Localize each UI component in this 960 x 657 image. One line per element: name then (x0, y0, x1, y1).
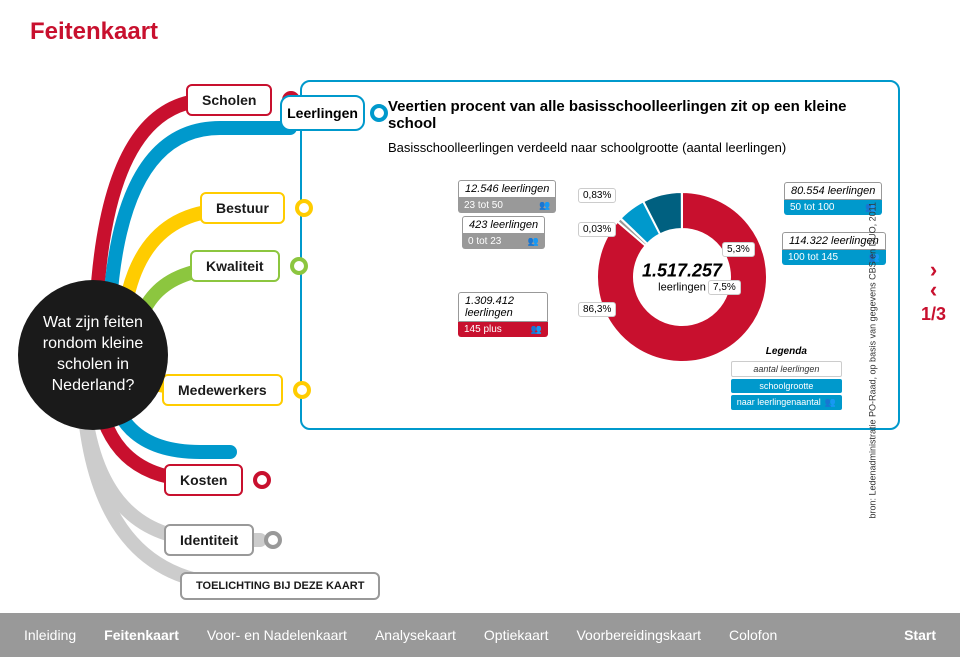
card-subtitle: Basisschoolleerlingen verdeeld naar scho… (388, 140, 882, 155)
card-title: Veertien procent van alle basisschoollee… (388, 98, 882, 132)
legend: Legenda aantal leerlingen schoolgrootte … (731, 346, 842, 412)
detail-card: Veertien procent van alle basisschoollee… (300, 80, 900, 430)
pct-1: 0,03% (578, 222, 616, 237)
station-identiteit[interactable]: Identiteit (164, 524, 254, 556)
footer-analyse[interactable]: Analysekaart (375, 627, 456, 643)
source-text: bron: Ledenadministratie PO-Raad, op bas… (868, 202, 878, 519)
footer-colofon[interactable]: Colofon (729, 627, 777, 643)
pill-1: 12.546 leerlingen23 tot 50👥 (458, 180, 556, 213)
hub-circle: Wat zijn feiten rondom kleine scholen in… (18, 280, 168, 430)
station-bestuur[interactable]: Bestuur (200, 192, 285, 224)
station-kosten[interactable]: Kosten (164, 464, 243, 496)
pct-2: 5,3% (722, 242, 755, 257)
footer-feitenkaart[interactable]: Feitenkaart (104, 627, 179, 643)
page-title: Feitenkaart (30, 18, 158, 46)
footer-nav: Inleiding Feitenkaart Voor- en Nadelenka… (0, 613, 960, 657)
pill-3: 1.309.412 leerlingen145 plus👥 (458, 292, 548, 337)
footer-inleiding[interactable]: Inleiding (24, 627, 76, 643)
station-toelichting[interactable]: TOELICHTING BIJ DEZE KAART (180, 572, 380, 600)
station-leerlingen[interactable]: Leerlingen (280, 95, 365, 131)
arrow-left-icon[interactable]: ‹ (921, 280, 946, 300)
footer-start[interactable]: Start (904, 627, 936, 643)
pct-3: 7,5% (708, 280, 741, 295)
station-medewerkers[interactable]: Medewerkers (162, 374, 283, 406)
footer-voornadelen[interactable]: Voor- en Nadelenkaart (207, 627, 347, 643)
donut-center-num: 1.517.257 (642, 261, 722, 282)
donut-chart: 1.517.257 leerlingen (592, 187, 772, 367)
station-scholen[interactable]: Scholen (186, 84, 272, 116)
pct-0: 0,83% (578, 188, 616, 203)
dot-leerlingen (370, 104, 388, 122)
pct-4: 86,3% (578, 302, 616, 317)
station-kwaliteit[interactable]: Kwaliteit (190, 250, 280, 282)
pill-2: 423 leerlingen0 tot 23👥 (462, 216, 545, 249)
footer-optie[interactable]: Optiekaart (484, 627, 549, 643)
pager[interactable]: › ‹ 1/3 (921, 260, 946, 325)
footer-voorbereiding[interactable]: Voorbereidingskaart (576, 627, 701, 643)
